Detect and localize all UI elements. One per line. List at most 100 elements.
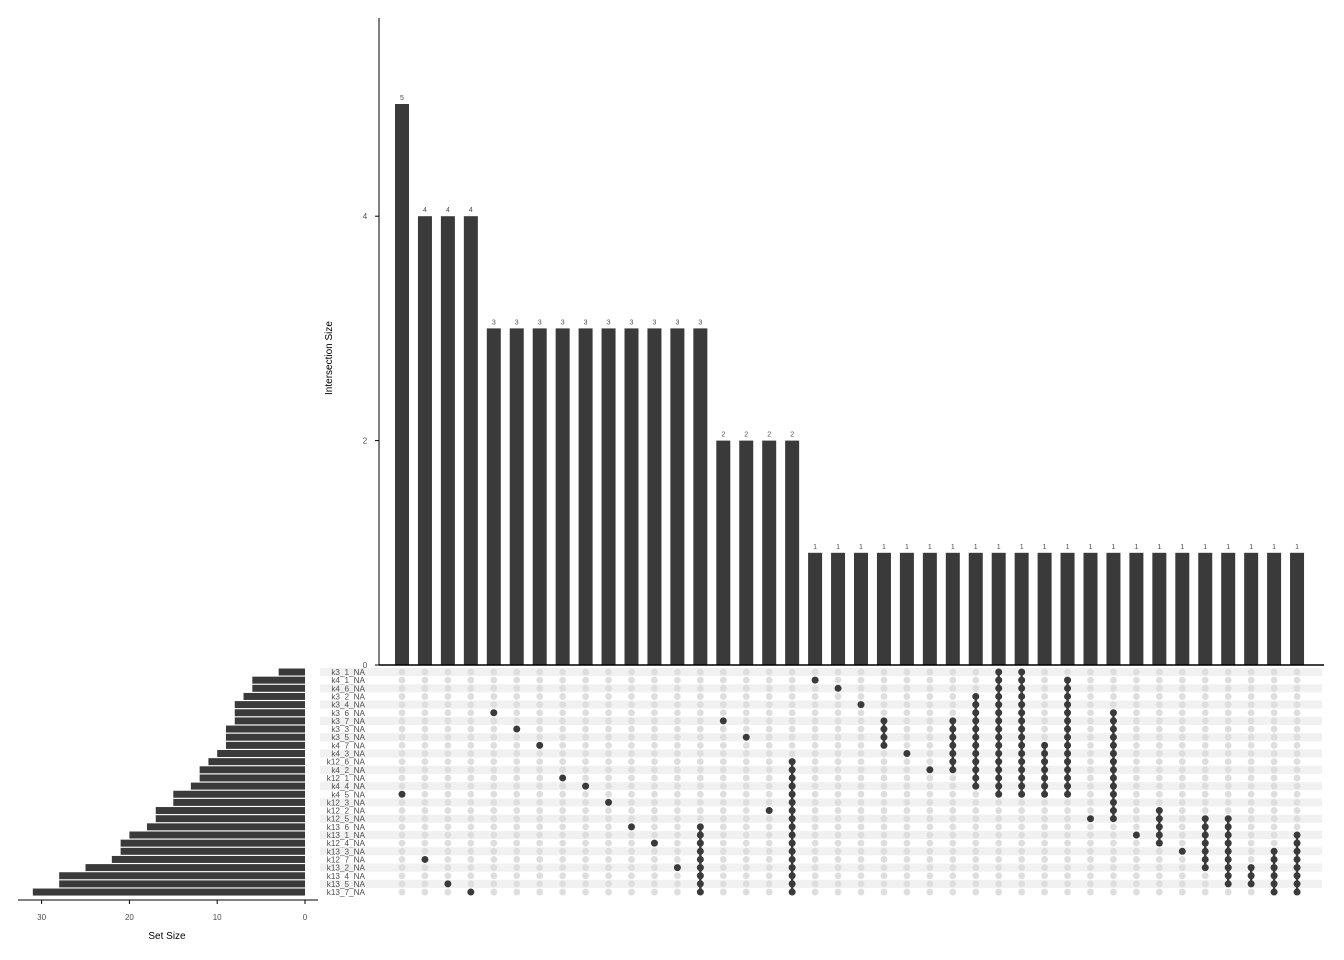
- matrix-dot-inactive: [719, 676, 727, 684]
- matrix-dot-inactive: [467, 684, 475, 692]
- matrix-dot-inactive: [1178, 684, 1186, 692]
- matrix-dot-inactive: [1064, 864, 1071, 871]
- matrix-dot-inactive: [628, 847, 635, 855]
- matrix-dot-inactive: [605, 709, 612, 717]
- set-size-bar: [155, 815, 305, 823]
- matrix-dot-inactive: [628, 758, 635, 766]
- matrix-dot-inactive: [444, 815, 452, 823]
- matrix-dot-inactive: [1110, 831, 1117, 839]
- matrix-dot-inactive: [1247, 668, 1255, 676]
- matrix-dot-inactive: [1201, 790, 1209, 798]
- intersection-bar-label: 3: [515, 319, 519, 326]
- matrix-dot-inactive: [765, 774, 773, 782]
- matrix-dot-inactive: [765, 766, 773, 774]
- matrix-dot-inactive: [926, 774, 934, 782]
- matrix-dot-inactive: [1087, 684, 1094, 692]
- matrix-dot-inactive: [674, 693, 681, 700]
- set-name-label: k13_4_NA: [327, 872, 366, 881]
- matrix-dot-inactive: [788, 709, 796, 717]
- matrix-dot-inactive: [880, 831, 888, 839]
- matrix-dot-inactive: [857, 668, 865, 676]
- matrix-dot-active: [995, 692, 1003, 700]
- matrix-dot-inactive: [742, 701, 750, 708]
- matrix-dot-active: [536, 741, 544, 749]
- matrix-dot-inactive: [811, 717, 819, 725]
- intersection-bar: [532, 328, 547, 665]
- matrix-dot-active: [1201, 823, 1209, 831]
- intersection-bar: [509, 328, 524, 665]
- matrix-dot-inactive: [880, 807, 888, 814]
- matrix-dot-inactive: [857, 766, 865, 774]
- matrix-dot-active: [949, 750, 957, 757]
- matrix-dot-inactive: [559, 856, 567, 863]
- matrix-dot-inactive: [857, 741, 865, 749]
- matrix-dot-active: [972, 774, 980, 782]
- matrix-dot-inactive: [513, 839, 521, 847]
- matrix-dot-inactive: [1293, 758, 1301, 766]
- intersection-bar-label: 3: [492, 319, 496, 326]
- matrix-dot-inactive: [719, 815, 727, 823]
- matrix-dot-inactive: [398, 815, 406, 823]
- matrix-dot-inactive: [1064, 815, 1071, 823]
- set-name-label: k12_3_NA: [327, 798, 366, 807]
- matrix-dot-inactive: [903, 880, 911, 888]
- matrix-dot-inactive: [719, 839, 727, 847]
- matrix-dot-active: [1293, 839, 1301, 847]
- matrix-dot-inactive: [444, 725, 452, 733]
- intersection-axis-title: Intersection Size: [324, 321, 335, 395]
- set-name-label: k13_6_NA: [327, 823, 366, 832]
- matrix-dot-inactive: [834, 766, 842, 774]
- matrix-dot-inactive: [559, 684, 567, 692]
- set-name-label: k3_5_NA: [331, 733, 365, 742]
- matrix-dot-active: [696, 823, 704, 831]
- matrix-dot-active: [788, 831, 796, 839]
- matrix-dot-inactive: [857, 880, 865, 888]
- matrix-dot-inactive: [1155, 668, 1163, 676]
- matrix-dot-inactive: [674, 733, 681, 741]
- matrix-stripe: [320, 879, 1322, 888]
- set-size-bar: [173, 790, 305, 798]
- set-size-tick-label: 30: [37, 913, 46, 922]
- matrix-dot-inactive: [1087, 864, 1094, 871]
- matrix-dot-inactive: [742, 799, 750, 806]
- matrix-dot-inactive: [1155, 693, 1163, 700]
- matrix-dot-inactive: [559, 782, 567, 790]
- matrix-dot-inactive: [1087, 741, 1094, 749]
- matrix-dot-inactive: [674, 856, 681, 863]
- matrix-dot-inactive: [398, 717, 406, 725]
- intersection-bar: [1290, 552, 1305, 665]
- matrix-dot-inactive: [903, 741, 911, 749]
- matrix-dot-inactive: [398, 733, 406, 741]
- intersection-bar-label: 3: [698, 319, 702, 326]
- matrix-dot-inactive: [1087, 807, 1094, 814]
- matrix-dot-active: [1293, 847, 1301, 855]
- matrix-dot-inactive: [1201, 799, 1209, 806]
- matrix-dot-inactive: [582, 741, 589, 749]
- matrix-dot-active: [788, 798, 796, 806]
- matrix-dot-inactive: [559, 709, 567, 717]
- matrix-dot-inactive: [926, 733, 934, 741]
- matrix-dot-inactive: [1270, 766, 1278, 774]
- matrix-dot-inactive: [857, 790, 865, 798]
- matrix-dot-inactive: [490, 815, 498, 823]
- matrix-dot-inactive: [1064, 668, 1071, 676]
- matrix-dot-inactive: [1224, 799, 1232, 806]
- matrix-dot-inactive: [1087, 701, 1094, 708]
- matrix-dot-inactive: [903, 847, 911, 855]
- matrix-dot-inactive: [811, 807, 819, 814]
- matrix-dot-inactive: [719, 823, 727, 831]
- matrix-dot-inactive: [605, 750, 612, 757]
- matrix-dot-inactive: [536, 807, 544, 814]
- matrix-dot-inactive: [1041, 676, 1048, 684]
- matrix-dot-inactive: [582, 831, 589, 839]
- set-size-bar: [199, 774, 305, 782]
- matrix-dot-inactive: [903, 709, 911, 717]
- matrix-dot-inactive: [719, 774, 727, 782]
- intersection-bar: [417, 216, 432, 665]
- matrix-dot-inactive: [719, 758, 727, 766]
- matrix-dot-inactive: [719, 790, 727, 798]
- matrix-dot-inactive: [719, 880, 727, 888]
- matrix-dot-inactive: [490, 684, 498, 692]
- matrix-dot-inactive: [467, 693, 475, 700]
- matrix-dot-inactive: [742, 807, 750, 814]
